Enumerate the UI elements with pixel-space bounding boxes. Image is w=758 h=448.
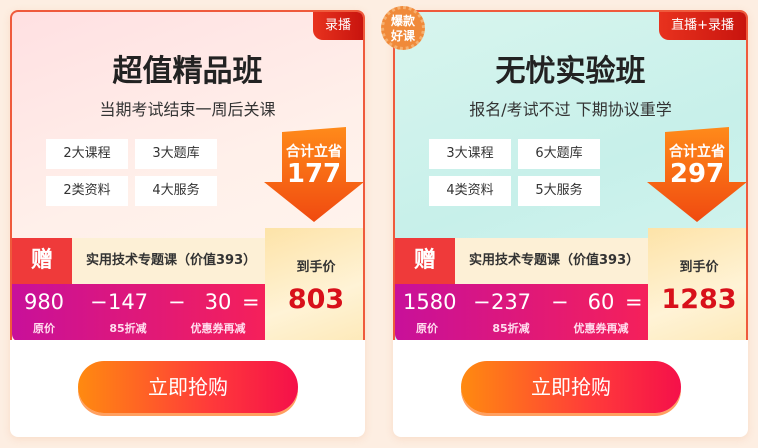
savings-label: 合计立省	[286, 144, 342, 160]
minus-sign: −	[168, 290, 186, 314]
calc-value: 60	[587, 290, 615, 314]
course-type-tag: 录播	[312, 12, 363, 40]
calc-label: 85折减	[109, 322, 147, 335]
feature-chip: 2类资料	[46, 176, 128, 206]
gift-text: 实用技术专题课（价值393）	[86, 253, 257, 268]
course-subtitle: 报名/考试不过 下期协议重学	[469, 100, 672, 119]
gift-row: 赠 实用技术专题课（价值393）	[12, 238, 265, 284]
feature-chip: 4大服务	[135, 176, 217, 206]
course-title: 无忧实验班	[495, 54, 646, 89]
calc-label: 85折减	[492, 322, 530, 335]
gift-row: 赠 实用技术专题课（价值393）	[395, 238, 648, 284]
savings-arrow: 合计立省 297	[647, 127, 746, 222]
course-title: 超值精品班	[112, 54, 263, 89]
calc-value: 237	[490, 290, 532, 314]
calc-value: 147	[107, 290, 149, 314]
price-calculation: 980 原价 147 85折减 30 优惠券再减 − − =	[12, 284, 265, 340]
savings-value: 177	[286, 159, 342, 189]
minus-sign: −	[90, 290, 108, 314]
calc-label: 原价	[33, 322, 55, 335]
price-calculation: 1580 原价 237 85折减 60 优惠券再减 − − =	[395, 284, 648, 340]
feature-chip: 3大课程	[429, 139, 511, 169]
calc-label: 优惠券再减	[190, 322, 246, 335]
feature-chip: 4类资料	[429, 176, 511, 206]
final-price-box: 到手价 1283	[648, 228, 746, 340]
calc-label: 优惠券再减	[573, 322, 629, 335]
course-card: 直播+录播 无忧实验班 报名/考试不过 下期协议重学 3大课程 6大题库 4类资料 5…	[393, 10, 748, 437]
buy-now-button[interactable]: 立即抢购	[461, 361, 681, 413]
final-price-label: 到手价	[296, 260, 336, 275]
gift-text: 实用技术专题课（价值393）	[469, 253, 640, 268]
feature-chip: 3大题库	[135, 139, 217, 169]
card-header: 直播+录播 无忧实验班 报名/考试不过 下期协议重学 3大课程 6大题库 4类资料 5…	[393, 10, 748, 340]
final-price: 1283	[661, 284, 737, 315]
calc-label: 原价	[416, 322, 438, 335]
gift-icon: 赠	[12, 238, 72, 284]
equals-sign: =	[242, 290, 260, 314]
gift-icon: 赠	[395, 238, 455, 284]
calc-value: 1580	[403, 290, 457, 314]
course-subtitle: 当期考试结束一周后关课	[99, 100, 276, 119]
course-type-tag: 直播+录播	[659, 12, 746, 40]
equals-sign: =	[625, 290, 643, 314]
feature-chip: 6大题库	[518, 139, 600, 169]
calc-value: 980	[23, 290, 65, 314]
savings-value: 297	[669, 159, 725, 189]
buy-now-button[interactable]: 立即抢购	[78, 361, 298, 413]
calc-value: 30	[204, 290, 232, 314]
final-price-box: 到手价 803	[265, 228, 363, 340]
minus-sign: −	[473, 290, 491, 314]
savings-arrow: 合计立省 177	[264, 127, 363, 222]
arrow-down-icon	[264, 127, 363, 222]
final-price: 803	[287, 284, 345, 315]
feature-chip: 5大服务	[518, 176, 600, 206]
card-header: 录播 超值精品班 当期考试结束一周后关课 2大课程 3大题库 2类资料 4大服务 合计…	[10, 10, 365, 340]
savings-label: 合计立省	[669, 144, 725, 160]
final-price-label: 到手价	[679, 260, 719, 275]
minus-sign: −	[551, 290, 569, 314]
course-card: 录播 超值精品班 当期考试结束一周后关课 2大课程 3大题库 2类资料 4大服务 合计…	[10, 10, 365, 437]
feature-chip: 2大课程	[46, 139, 128, 169]
arrow-down-icon	[647, 127, 746, 222]
hot-course-badge: 爆款 好课	[381, 6, 425, 50]
